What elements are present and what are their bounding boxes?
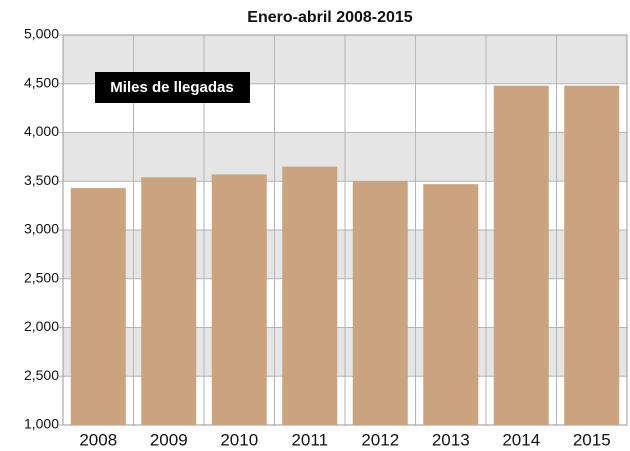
y-tick-label: 3,500 — [24, 172, 59, 188]
bar — [493, 85, 549, 425]
annotation: Miles de llegadas — [110, 79, 233, 96]
bar — [282, 166, 338, 425]
x-tick-label: 2012 — [361, 430, 399, 449]
y-tick-label: 3,000 — [24, 221, 59, 237]
bar — [211, 174, 267, 425]
x-tick-label: 2011 — [291, 430, 328, 449]
y-tick-label: 5,000 — [24, 26, 59, 42]
y-tick-label: 4,500 — [24, 74, 59, 90]
x-tick-label: 2013 — [432, 430, 470, 449]
y-tick-label: 1,000 — [24, 416, 59, 432]
y-tick-label: 4,000 — [24, 123, 59, 139]
y-tick-label: 2,000 — [24, 318, 59, 334]
x-tick-label: 2009 — [150, 430, 188, 449]
x-tick-label: 2014 — [502, 430, 540, 449]
x-tick-label: 2008 — [79, 430, 117, 449]
bar — [70, 188, 126, 425]
bar — [423, 184, 479, 425]
bar — [564, 85, 620, 425]
bar — [352, 181, 408, 425]
bar — [141, 177, 197, 425]
y-tick-label: 2,500 — [24, 269, 59, 285]
x-tick-label: 2015 — [573, 430, 611, 449]
y-tick-label: 2,500 — [24, 367, 59, 383]
annotation-box — [95, 72, 250, 103]
x-tick-label: 2010 — [220, 430, 258, 449]
plot-border — [62, 34, 628, 426]
chart-subtitle: Enero-abril 2008-2015 — [247, 9, 413, 26]
